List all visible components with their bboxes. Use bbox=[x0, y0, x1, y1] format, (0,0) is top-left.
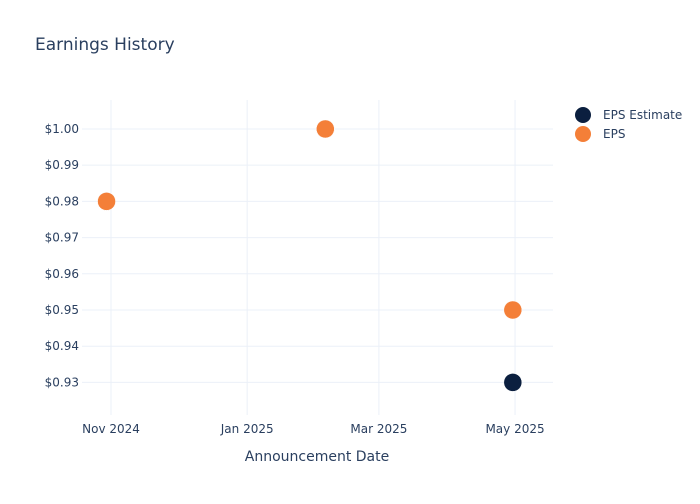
chart-title: Earnings History bbox=[35, 35, 175, 55]
x-axis-ticks: Nov 2024 Jan 2025 Mar 2025 May 2025 bbox=[82, 422, 545, 436]
eps-point bbox=[97, 192, 116, 211]
legend-label-eps: EPS bbox=[603, 127, 625, 141]
y-tick-label: $0.95 bbox=[45, 303, 79, 317]
eps-estimate-point bbox=[503, 373, 523, 392]
y-tick-label: $0.97 bbox=[45, 231, 79, 245]
x-tick-label: Nov 2024 bbox=[82, 422, 140, 436]
x-tick-label: Mar 2025 bbox=[350, 422, 407, 436]
y-axis-ticks: $0.93 $0.94 $0.95 $0.96 $0.97 $0.98 $0.99 $1.00 bbox=[45, 122, 79, 389]
legend-marker-eps-estimate bbox=[575, 107, 591, 123]
legend-marker-eps bbox=[575, 126, 591, 142]
grid-lines bbox=[82, 100, 553, 415]
eps-point bbox=[503, 300, 523, 320]
y-tick-label: $0.96 bbox=[45, 267, 79, 281]
data-points bbox=[97, 119, 523, 392]
eps-point bbox=[316, 119, 335, 139]
x-axis-label: Announcement Date bbox=[245, 449, 389, 465]
x-tick-label: Jan 2025 bbox=[220, 422, 274, 436]
legend: EPS Estimate EPS bbox=[575, 107, 682, 142]
legend-label-eps-estimate: EPS Estimate bbox=[603, 108, 682, 122]
y-tick-label: $1.00 bbox=[45, 122, 79, 136]
y-tick-label: $0.94 bbox=[45, 339, 79, 353]
y-tick-label: $0.98 bbox=[45, 194, 79, 208]
y-tick-label: $0.99 bbox=[45, 158, 79, 172]
x-tick-label: May 2025 bbox=[485, 422, 544, 436]
y-tick-label: $0.93 bbox=[45, 375, 79, 389]
